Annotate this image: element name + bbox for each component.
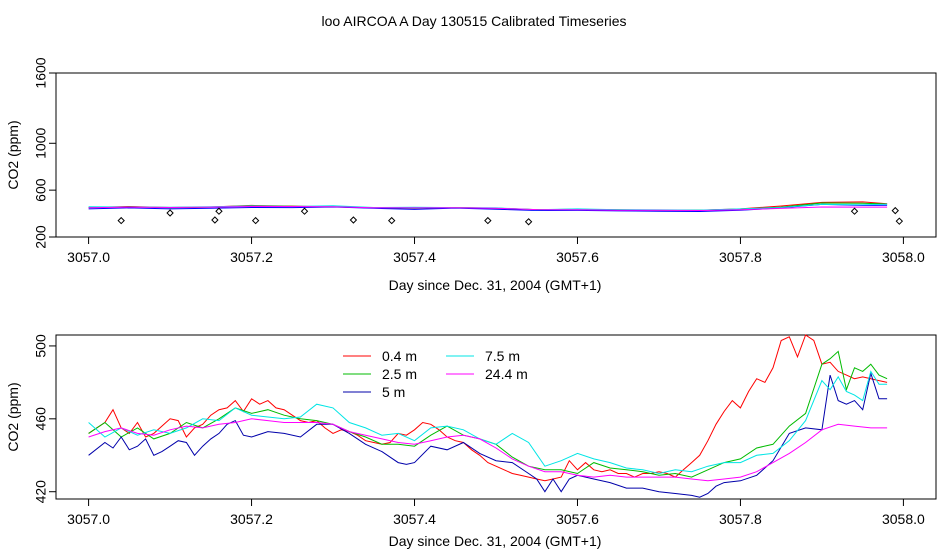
data-point bbox=[251, 216, 260, 225]
data-point bbox=[484, 216, 492, 225]
x-tick-label: 3057.4 bbox=[393, 511, 436, 527]
data-point bbox=[895, 217, 904, 225]
data-point bbox=[300, 207, 309, 215]
series-line-7-5-m bbox=[88, 370, 888, 475]
axis-ticks: 3057.0 3057.2 3057.4 3057.6 3057.8 3058.0 420 4… bbox=[33, 334, 925, 527]
legend-label: 0.4 m bbox=[382, 348, 417, 364]
x-axis-label: Day since Dec. 31, 2004 (GMT+1) bbox=[389, 533, 602, 549]
panel-zoom: Day since Dec. 31, 2004 (GMT+1) CO2 (ppm… bbox=[5, 334, 937, 549]
series-line-5-m bbox=[88, 371, 888, 498]
x-tick-label: 3057.0 bbox=[67, 511, 110, 527]
legend: 0.4 m 2.5 m 5 m 7.5 m 24.4 m bbox=[343, 348, 528, 400]
y-tick-label: 460 bbox=[33, 407, 49, 431]
plot-frame bbox=[55, 334, 937, 500]
x-axis-label: Day since Dec. 31, 2004 (GMT+1) bbox=[389, 277, 602, 293]
legend-label: 5 m bbox=[382, 384, 405, 400]
data-point bbox=[850, 207, 859, 215]
data-point bbox=[117, 216, 125, 225]
plot-area bbox=[88, 201, 904, 226]
y-axis-label: CO2 (ppm) bbox=[5, 382, 21, 451]
y-tick-label: 420 bbox=[33, 480, 49, 504]
data-point bbox=[166, 209, 174, 217]
x-tick-label: 3057.6 bbox=[556, 249, 599, 265]
legend-label: 24.4 m bbox=[485, 366, 528, 382]
axis-ticks: 3057.0 3057.2 3057.4 3057.6 3057.8 3058.0 200 6… bbox=[33, 57, 925, 265]
data-point bbox=[524, 218, 533, 226]
plot-frame bbox=[55, 72, 937, 238]
series-line-24-4-m bbox=[88, 418, 888, 482]
legend-label: 7.5 m bbox=[485, 348, 520, 364]
data-point bbox=[387, 216, 396, 225]
x-tick-label: 3057.4 bbox=[393, 249, 436, 265]
data-point bbox=[349, 216, 358, 224]
y-axis-label: CO2 (ppm) bbox=[5, 120, 21, 189]
y-tick-label: 1600 bbox=[33, 57, 49, 88]
x-tick-label: 3057.8 bbox=[719, 511, 762, 527]
figure-title: loo AIRCOA A Day 130515 Calibrated Times… bbox=[321, 13, 626, 29]
data-point bbox=[211, 216, 219, 224]
y-tick-label: 1000 bbox=[33, 128, 49, 159]
plot-area bbox=[88, 334, 888, 498]
x-tick-label: 3058.0 bbox=[882, 249, 925, 265]
x-tick-label: 3057.2 bbox=[230, 511, 273, 527]
y-tick-label: 500 bbox=[33, 334, 49, 358]
legend-label: 2.5 m bbox=[382, 366, 417, 382]
x-tick-label: 3057.8 bbox=[719, 249, 762, 265]
series-line-4 bbox=[88, 206, 888, 212]
x-tick-label: 3057.6 bbox=[556, 511, 599, 527]
data-point bbox=[891, 206, 899, 215]
data-point bbox=[215, 207, 223, 215]
panel-full-range: Day since Dec. 31, 2004 (GMT+1) CO2 (ppm… bbox=[5, 57, 937, 293]
x-tick-label: 3058.0 bbox=[882, 511, 925, 527]
x-tick-label: 3057.0 bbox=[67, 249, 110, 265]
y-tick-label: 200 bbox=[33, 225, 49, 249]
series-line-0-4-m bbox=[88, 334, 888, 482]
y-tick-label: 600 bbox=[33, 178, 49, 202]
x-tick-label: 3057.2 bbox=[230, 249, 273, 265]
